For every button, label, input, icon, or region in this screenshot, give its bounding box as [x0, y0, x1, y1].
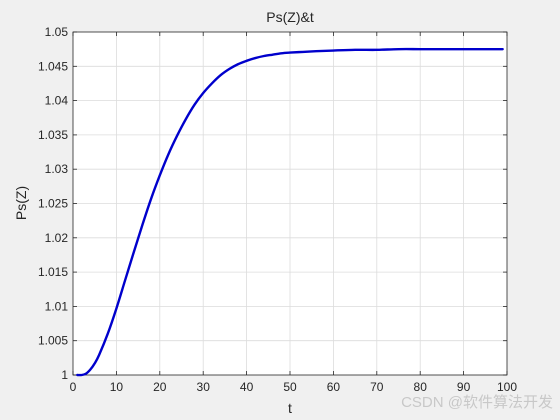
- chart-title: Ps(Z)&t: [266, 9, 314, 25]
- x-tick-label: 40: [240, 380, 254, 394]
- series-layer: [76, 47, 504, 377]
- y-tick-label: 1.02: [45, 231, 69, 245]
- y-tick-label: 1.025: [38, 197, 68, 211]
- y-tick-label: 1.03: [45, 162, 69, 176]
- y-tick-label: 1.045: [38, 59, 68, 73]
- x-tick-label: 90: [457, 380, 471, 394]
- y-tick-label: 1.05: [45, 25, 69, 39]
- ticks: [72, 31, 508, 376]
- x-tick-label: 80: [414, 380, 428, 394]
- x-tick-label: 30: [197, 380, 211, 394]
- x-tick-label: 10: [110, 380, 124, 394]
- y-tick-label: 1.035: [38, 128, 68, 142]
- x-axis-label: t: [288, 400, 292, 416]
- x-tick-label: 50: [283, 380, 297, 394]
- y-tick-label: 1: [61, 368, 68, 382]
- grid: [73, 32, 507, 375]
- x-tick-label: 70: [370, 380, 384, 394]
- y-axis-label: Ps(Z): [13, 186, 29, 220]
- series-line: [76, 47, 504, 377]
- x-tick-label: 20: [153, 380, 167, 394]
- y-tick-label: 1.04: [45, 94, 69, 108]
- y-tick-label: 1.005: [38, 334, 68, 348]
- x-tick-label: 0: [70, 380, 77, 394]
- tick-labels: 0 10 20 30 40 50 60 70 80 90 100 1 1.005 1.01 1.015 1.0…: [38, 25, 517, 394]
- watermark: CSDN @软件算法开发: [401, 393, 553, 411]
- x-tick-label: 60: [327, 380, 341, 394]
- x-tick-label: 100: [497, 380, 517, 394]
- y-tick-label: 1.015: [38, 265, 68, 279]
- y-tick-label: 1.01: [45, 299, 69, 313]
